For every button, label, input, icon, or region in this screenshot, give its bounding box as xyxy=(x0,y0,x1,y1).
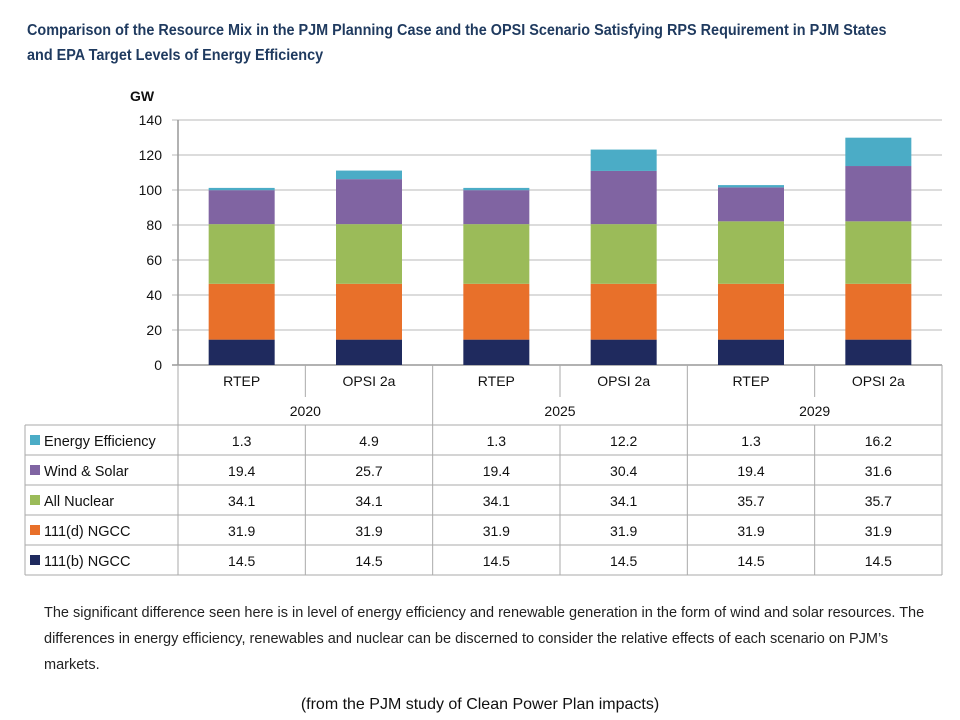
legend-swatch xyxy=(30,495,40,505)
data-label: 34.1 xyxy=(228,493,255,509)
legend-swatch xyxy=(30,525,40,535)
data-label: 14.5 xyxy=(610,553,637,569)
data-label: 34.1 xyxy=(610,493,637,509)
group-label: 2020 xyxy=(290,403,321,419)
data-label: 1.3 xyxy=(741,433,761,449)
x-tick-label: RTEP xyxy=(732,373,769,389)
group-label: 2029 xyxy=(799,403,830,419)
y-tick-label: 60 xyxy=(146,252,162,268)
x-tick-label: RTEP xyxy=(223,373,260,389)
bar-segment xyxy=(208,190,275,225)
chart-title: Comparison of the Resource Mix in the PJ… xyxy=(27,22,887,64)
x-tick-label: OPSI 2a xyxy=(343,373,396,389)
data-label: 1.3 xyxy=(232,433,252,449)
data-label: 35.7 xyxy=(737,493,764,509)
bar-segment xyxy=(463,190,530,225)
bar-segment xyxy=(336,339,402,365)
data-label: 14.5 xyxy=(865,553,892,569)
bar-segment xyxy=(336,179,402,225)
bar-segment xyxy=(336,224,402,284)
data-label: 16.2 xyxy=(865,433,892,449)
data-label: 31.9 xyxy=(483,523,510,539)
data-label: 31.9 xyxy=(737,523,764,539)
legend-swatch xyxy=(30,435,40,445)
y-tick-label: 40 xyxy=(146,287,162,303)
bar-segment xyxy=(718,187,784,222)
legend-label: All Nuclear xyxy=(44,494,114,510)
x-tick-label: OPSI 2a xyxy=(852,373,905,389)
y-tick-label: 20 xyxy=(146,322,162,338)
bar-segment xyxy=(590,224,657,284)
description-text: The significant difference seen here is … xyxy=(44,605,925,673)
data-label: 19.4 xyxy=(483,463,510,479)
source-caption: (from the PJM study of Clean Power Plan … xyxy=(300,696,660,713)
x-tick-label: OPSI 2a xyxy=(597,373,650,389)
bar-segment xyxy=(845,283,912,340)
bar-segment xyxy=(463,283,530,340)
bar-segment xyxy=(845,339,912,365)
bar-segment xyxy=(590,170,657,225)
bar-segment xyxy=(336,170,402,180)
data-label: 31.9 xyxy=(865,523,892,539)
bar-segment xyxy=(845,166,912,222)
data-label: 12.2 xyxy=(610,433,637,449)
data-label: 14.5 xyxy=(737,553,764,569)
data-label: 35.7 xyxy=(865,493,892,509)
legend-label: 111(b) NGCC xyxy=(44,554,130,570)
legend-swatch xyxy=(30,555,40,565)
bar-segment xyxy=(208,283,275,340)
bar-segment xyxy=(463,224,530,284)
bar-segment xyxy=(590,283,657,340)
data-label: 19.4 xyxy=(737,463,764,479)
data-label: 14.5 xyxy=(483,553,510,569)
data-label: 30.4 xyxy=(610,463,637,479)
y-tick-label: 80 xyxy=(146,217,162,233)
bar-segment xyxy=(463,187,530,191)
data-label: 31.9 xyxy=(355,523,382,539)
bar-segment xyxy=(718,221,784,284)
legend-label: 111(d) NGCC xyxy=(44,524,130,540)
bar-segment xyxy=(718,185,784,188)
stacked-bar-chart: GW 0 20 40 60 80 100 120 140 RTEP OPSI 2a RTEP OPSI … xyxy=(24,88,943,576)
y-tick-label: 140 xyxy=(139,112,163,128)
data-label: 14.5 xyxy=(228,553,255,569)
y-axis-label: GW xyxy=(130,88,155,104)
data-label: 4.9 xyxy=(359,433,379,449)
data-label: 31.6 xyxy=(865,463,892,479)
y-tick-label: 120 xyxy=(139,147,163,163)
data-label: 14.5 xyxy=(355,553,382,569)
data-label: 34.1 xyxy=(355,493,382,509)
y-tick-label: 0 xyxy=(154,357,162,373)
bar-segment xyxy=(718,339,784,365)
bar-segment xyxy=(845,221,912,284)
y-tick-label: 100 xyxy=(139,182,163,198)
legend-swatch xyxy=(30,465,40,475)
group-label: 2025 xyxy=(544,403,575,419)
data-label: 25.7 xyxy=(355,463,382,479)
bar-segment xyxy=(336,283,402,340)
bar-segment xyxy=(845,137,912,167)
legend-label: Energy Efficiency xyxy=(44,434,157,450)
data-label: 1.3 xyxy=(487,433,507,449)
data-label: 31.9 xyxy=(610,523,637,539)
data-label: 31.9 xyxy=(228,523,255,539)
bar-segment xyxy=(590,339,657,365)
bar-segment xyxy=(590,149,657,171)
bar-segment xyxy=(208,339,275,365)
data-label: 19.4 xyxy=(228,463,255,479)
bar-segment xyxy=(463,339,530,365)
bar-segment xyxy=(718,283,784,340)
data-label: 34.1 xyxy=(483,493,510,509)
bar-segment xyxy=(208,224,275,284)
bar-segment xyxy=(208,187,275,191)
legend-label: Wind & Solar xyxy=(44,464,129,480)
x-tick-label: RTEP xyxy=(478,373,515,389)
